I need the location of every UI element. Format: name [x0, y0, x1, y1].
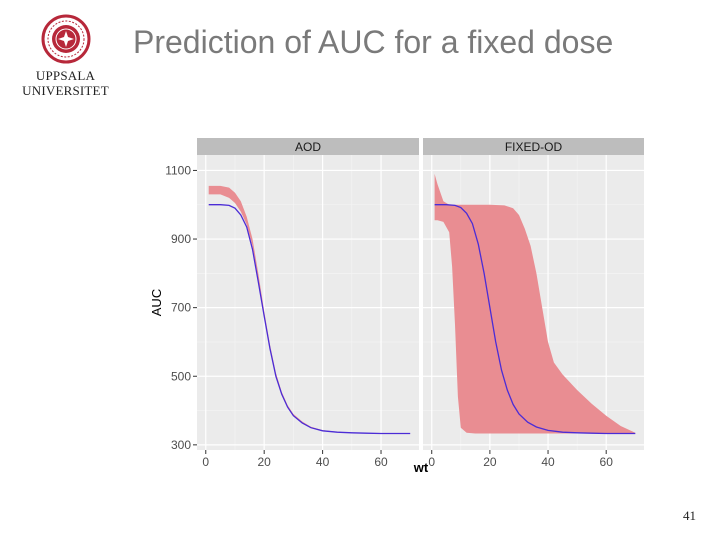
y-tick-label: 500 [171, 369, 191, 383]
university-logo: UPPSALA UNIVERSITET [18, 14, 113, 98]
university-seal-icon [41, 14, 90, 64]
y-axis-title: AUC [149, 289, 164, 316]
x-tick-label: 40 [541, 455, 555, 469]
x-tick-label: 40 [316, 455, 330, 469]
median-line-fixed-od [434, 204, 636, 435]
median-line-aod [208, 204, 411, 435]
panel-background-aod [197, 155, 419, 450]
strip-aod [197, 138, 419, 155]
y-tick-label: 900 [171, 232, 191, 246]
logo-line-1: UPPSALA [35, 68, 96, 83]
prediction-band-fixed-od [434, 173, 636, 434]
x-tick-label: 0 [428, 455, 435, 469]
logo-line-2: UNIVERSITET [22, 83, 109, 98]
y-tick-label: 300 [171, 438, 191, 452]
slide-number: 41 [683, 508, 696, 523]
strip-label-aod: AOD [295, 140, 321, 154]
strip-fixed-od [423, 138, 644, 155]
y-tick-label: 1100 [165, 163, 191, 177]
x-tick-label: 20 [258, 455, 272, 469]
y-tick-label: 700 [171, 301, 191, 315]
slide-title: Prediction of AUC for a fixed dose [133, 24, 614, 60]
x-tick-label: 0 [202, 455, 209, 469]
strip-label-fixed-od: FIXED-OD [505, 140, 563, 154]
x-axis-title: wt [413, 460, 429, 475]
x-tick-label: 60 [374, 455, 388, 469]
x-tick-label: 20 [483, 455, 497, 469]
x-tick-label: 60 [600, 455, 614, 469]
